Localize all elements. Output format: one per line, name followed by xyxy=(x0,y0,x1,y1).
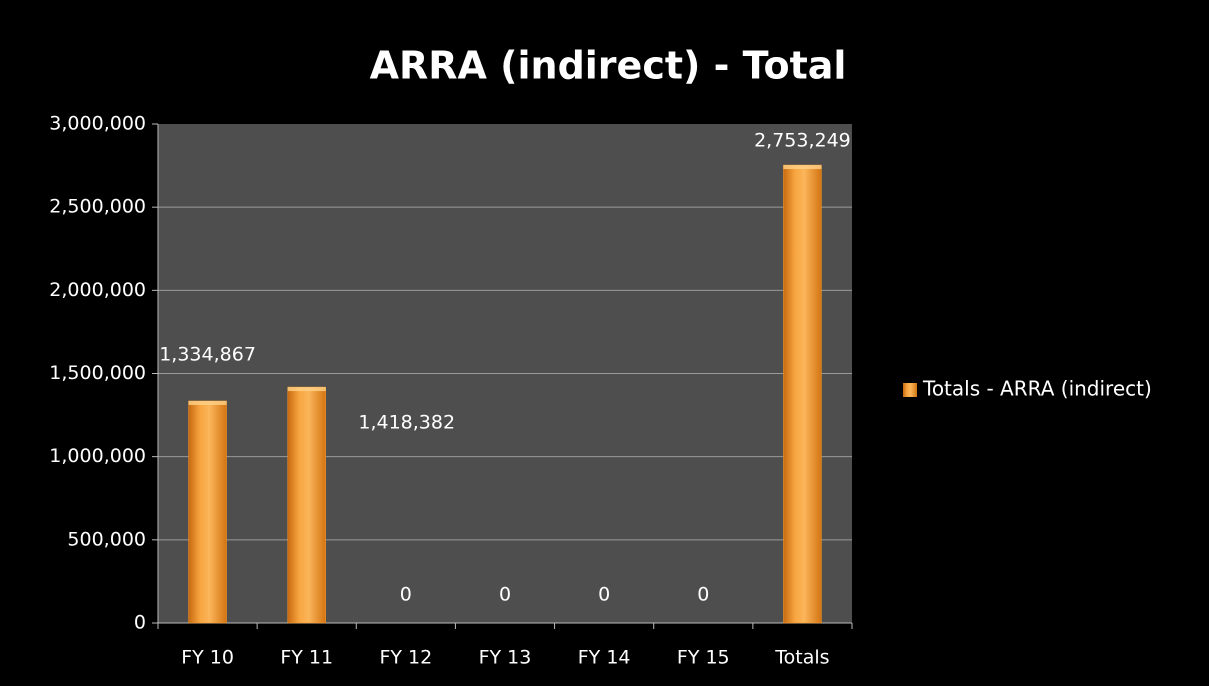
y-tick-label: 2,500,000 xyxy=(49,196,146,218)
x-tick-label: FY 15 xyxy=(677,647,730,669)
x-tick-label: Totals xyxy=(774,647,829,669)
data-label: 0 xyxy=(598,584,610,606)
x-tick-label: FY 10 xyxy=(181,647,234,669)
data-label: 0 xyxy=(499,584,511,606)
legend-label: Totals - ARRA (indirect) xyxy=(922,377,1152,401)
x-tick-label: FY 12 xyxy=(379,647,432,669)
y-tick-label: 0 xyxy=(134,612,146,634)
data-label: 1,418,382 xyxy=(358,412,455,434)
data-label: 1,334,867 xyxy=(159,343,256,365)
bar-highlight xyxy=(287,387,326,392)
x-tick-label: FY 14 xyxy=(578,647,631,669)
bar xyxy=(287,386,326,624)
bar xyxy=(188,400,227,624)
x-tick-label: FY 11 xyxy=(280,647,333,669)
data-label: 2,753,249 xyxy=(754,130,851,152)
data-label: 0 xyxy=(697,584,709,606)
chart-title: ARRA (indirect) - Total xyxy=(370,44,847,88)
bar-highlight xyxy=(188,400,227,405)
bar xyxy=(783,164,822,624)
y-tick-label: 2,000,000 xyxy=(49,279,146,301)
y-tick-label: 1,000,000 xyxy=(49,445,146,467)
y-tick-label: 500,000 xyxy=(67,528,146,550)
y-tick-label: 3,000,000 xyxy=(49,113,146,135)
x-tick-label: FY 13 xyxy=(479,647,532,669)
y-tick-label: 1,500,000 xyxy=(49,362,146,384)
data-label: 0 xyxy=(400,584,412,606)
bar-highlight xyxy=(783,165,822,170)
legend-marker xyxy=(903,383,917,397)
